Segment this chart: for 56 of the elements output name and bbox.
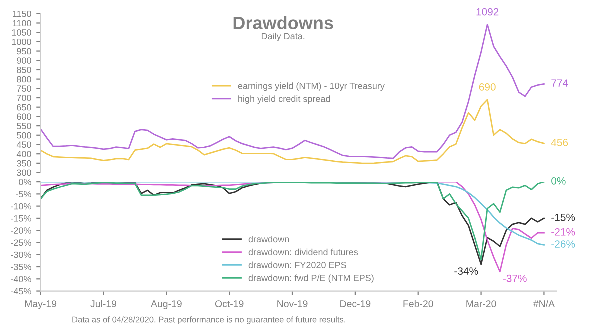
y-tick-label: 800 [17, 76, 32, 83]
y-tick-label: 1150 [13, 10, 32, 18]
legend-label: drawdown: FY2020 EPS [248, 262, 346, 268]
y-tick-label: 700 [17, 94, 32, 102]
y-tick-label: 0% [19, 179, 32, 186]
data-label: 0% [552, 177, 566, 185]
x-tick-label: Oct-19 [215, 300, 244, 308]
data-label: 690 [479, 84, 496, 91]
data-label: 456 [551, 139, 568, 146]
text: Data as of 04/28/2020. Past performance is no guarantee of future results. [72, 316, 346, 324]
y-tick-label: 1000 [12, 38, 32, 46]
legend-label: earnings yield (NTM) - 10yr Treasury [238, 82, 385, 92]
x-tick-label: Dec-19 [340, 300, 371, 308]
data-label: -21% [552, 228, 576, 236]
y-tick-label: 1050 [12, 30, 32, 36]
y-tick-label: -35% [11, 264, 32, 270]
legend-label: drawdown: dividend futures [248, 248, 358, 256]
x-tick-label: Feb-20 [404, 300, 434, 308]
y-tick-label: 850 [17, 66, 32, 74]
y-tick-label: 950 [17, 48, 32, 55]
y-tick-label: -30% [11, 252, 32, 258]
legend-label: drawdown: fwd P/E (NTM EPS) [248, 274, 374, 284]
y-tick-label: -20% [11, 228, 32, 234]
text: Daily Data. [262, 32, 305, 42]
y-tick-label: 650 [17, 104, 32, 111]
y-tick-label: -5% [16, 191, 32, 198]
y-tick-label: 600 [17, 114, 32, 120]
x-tick-label: #N/A [533, 300, 555, 308]
y-tick-label: -25% [11, 240, 32, 246]
y-tick-label: -40% [11, 276, 32, 283]
legend-label: drawdown [248, 236, 290, 243]
x-tick-label: Mar-20 [466, 300, 496, 308]
y-tick-label: 1100 [13, 20, 32, 27]
y-tick-label: -10% [11, 203, 32, 210]
y-tick-label: 900 [17, 58, 32, 64]
chart-title: Drawdowns [234, 16, 334, 30]
data-label: -15% [552, 214, 576, 222]
y-tick-label: 300 [17, 170, 32, 176]
data-label: 1092 [476, 8, 499, 16]
x-tick-label: Nov-19 [278, 300, 308, 308]
data-label: -34% [454, 268, 478, 276]
x-tick-label: May-19 [25, 300, 57, 310]
x-tick-label: Jul-19 [90, 300, 117, 308]
y-tick-label: 550 [17, 123, 32, 130]
x-tick-label: Aug-19 [151, 300, 182, 310]
y-tick-label: -45% [11, 288, 32, 295]
data-label: -37% [503, 274, 527, 282]
data-label: 774 [552, 80, 568, 87]
legend-label: high yield credit spread [238, 96, 330, 104]
y-tick-label: 350 [17, 160, 32, 167]
y-tick-label: 500 [17, 132, 32, 139]
y-tick-label: 400 [16, 151, 32, 158]
data-label: -26% [552, 240, 576, 248]
y-tick-label: -15% [11, 215, 32, 222]
y-tick-label: 450 [16, 142, 32, 148]
y-tick-label: 750 [17, 86, 32, 92]
